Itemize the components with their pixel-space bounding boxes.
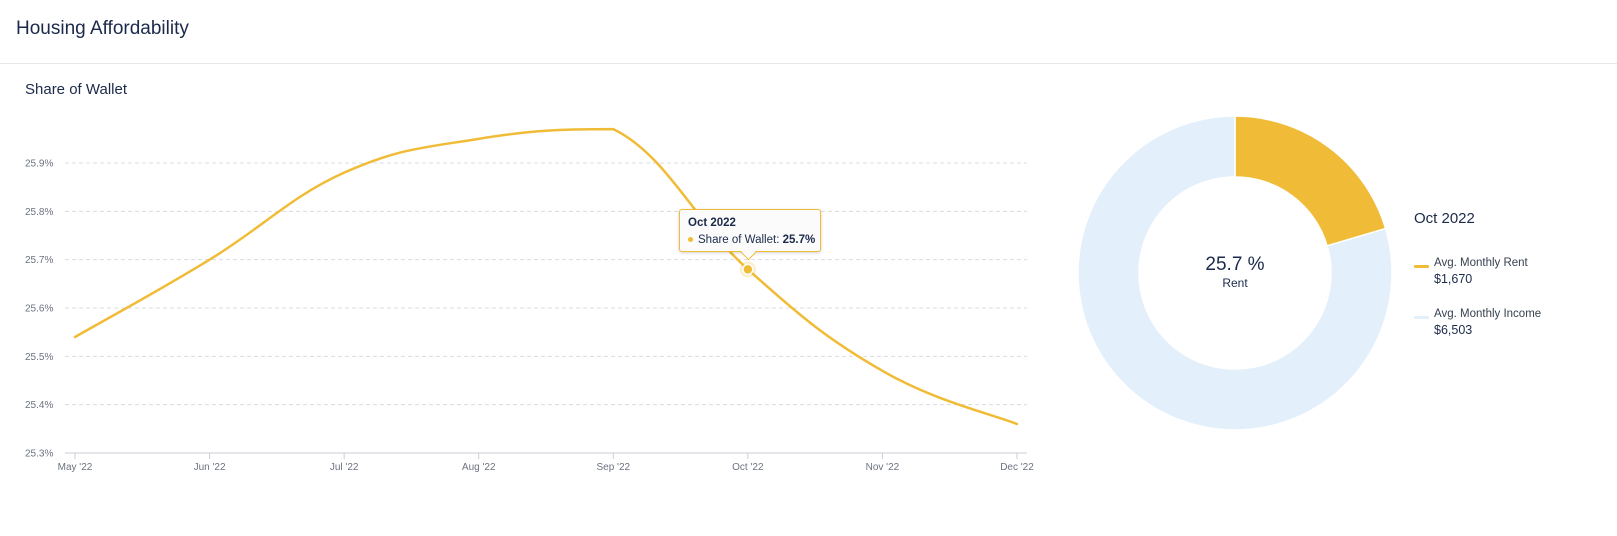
- hover-marker[interactable]: [742, 263, 754, 276]
- y-tick-label: 25.6%: [25, 304, 53, 315]
- x-tick-label: May '22: [58, 462, 93, 473]
- legend-value-rent: $1,670: [1434, 272, 1473, 286]
- legend-swatch-income: [1414, 316, 1429, 319]
- x-tick-label: Dec '22: [1000, 462, 1034, 473]
- y-tick-label: 25.4%: [25, 400, 53, 411]
- donut-slice-income[interactable]: [1077, 115, 1393, 431]
- donut-slice-rent[interactable]: [1234, 115, 1387, 247]
- y-tick-label: 25.8%: [25, 207, 53, 218]
- page-title: Housing Affordability: [16, 18, 189, 39]
- y-tick-label: 25.7%: [25, 255, 53, 266]
- x-tick-label: Jul '22: [330, 462, 359, 473]
- rent-share-donut-chart[interactable]: [1075, 113, 1395, 433]
- legend-swatch-rent: [1414, 265, 1429, 268]
- tooltip-series-label: Share of Wallet:: [698, 234, 783, 246]
- y-tick-label: 25.9%: [25, 159, 53, 170]
- tooltip-row: Share of Wallet: 25.7%: [688, 232, 815, 248]
- donut-center: 25.7 % Rent: [1155, 254, 1315, 290]
- tooltip-value: 25.7%: [782, 234, 816, 246]
- y-tick-label: 25.3%: [25, 449, 53, 460]
- x-tick-label: Jun '22: [194, 462, 226, 473]
- tooltip-title: Oct 2022: [688, 217, 736, 229]
- legend-title: Oct 2022: [1414, 210, 1475, 227]
- donut-center-value: 25.7 %: [1205, 254, 1265, 275]
- page-header: Housing Affordability: [0, 0, 1617, 64]
- chart-tooltip: Oct 2022 Share of Wallet: 25.7%: [679, 209, 821, 261]
- card-title: Share of Wallet: [25, 81, 127, 98]
- legend-label-income: Avg. Monthly Income: [1434, 308, 1542, 320]
- x-tick-label: Aug '22: [462, 462, 496, 473]
- x-tick-label: Oct '22: [732, 462, 764, 473]
- x-tick-label: Nov '22: [866, 462, 900, 473]
- legend-value-income: $6,503: [1434, 323, 1473, 337]
- tooltip-series-dot: [688, 237, 693, 243]
- y-tick-label: 25.5%: [25, 352, 53, 363]
- series-line-share-of-wallet[interactable]: [73, 127, 1019, 426]
- share-of-wallet-line-chart[interactable]: 25.3% 25.4% 25.5% 25.6% 25.7% 25.8% 25.9% May …: [0, 100, 1050, 480]
- donut-center-label: Rent: [1222, 276, 1248, 290]
- legend-label-rent: Avg. Monthly Rent: [1434, 257, 1528, 269]
- x-tick-label: Sep '22: [596, 462, 630, 473]
